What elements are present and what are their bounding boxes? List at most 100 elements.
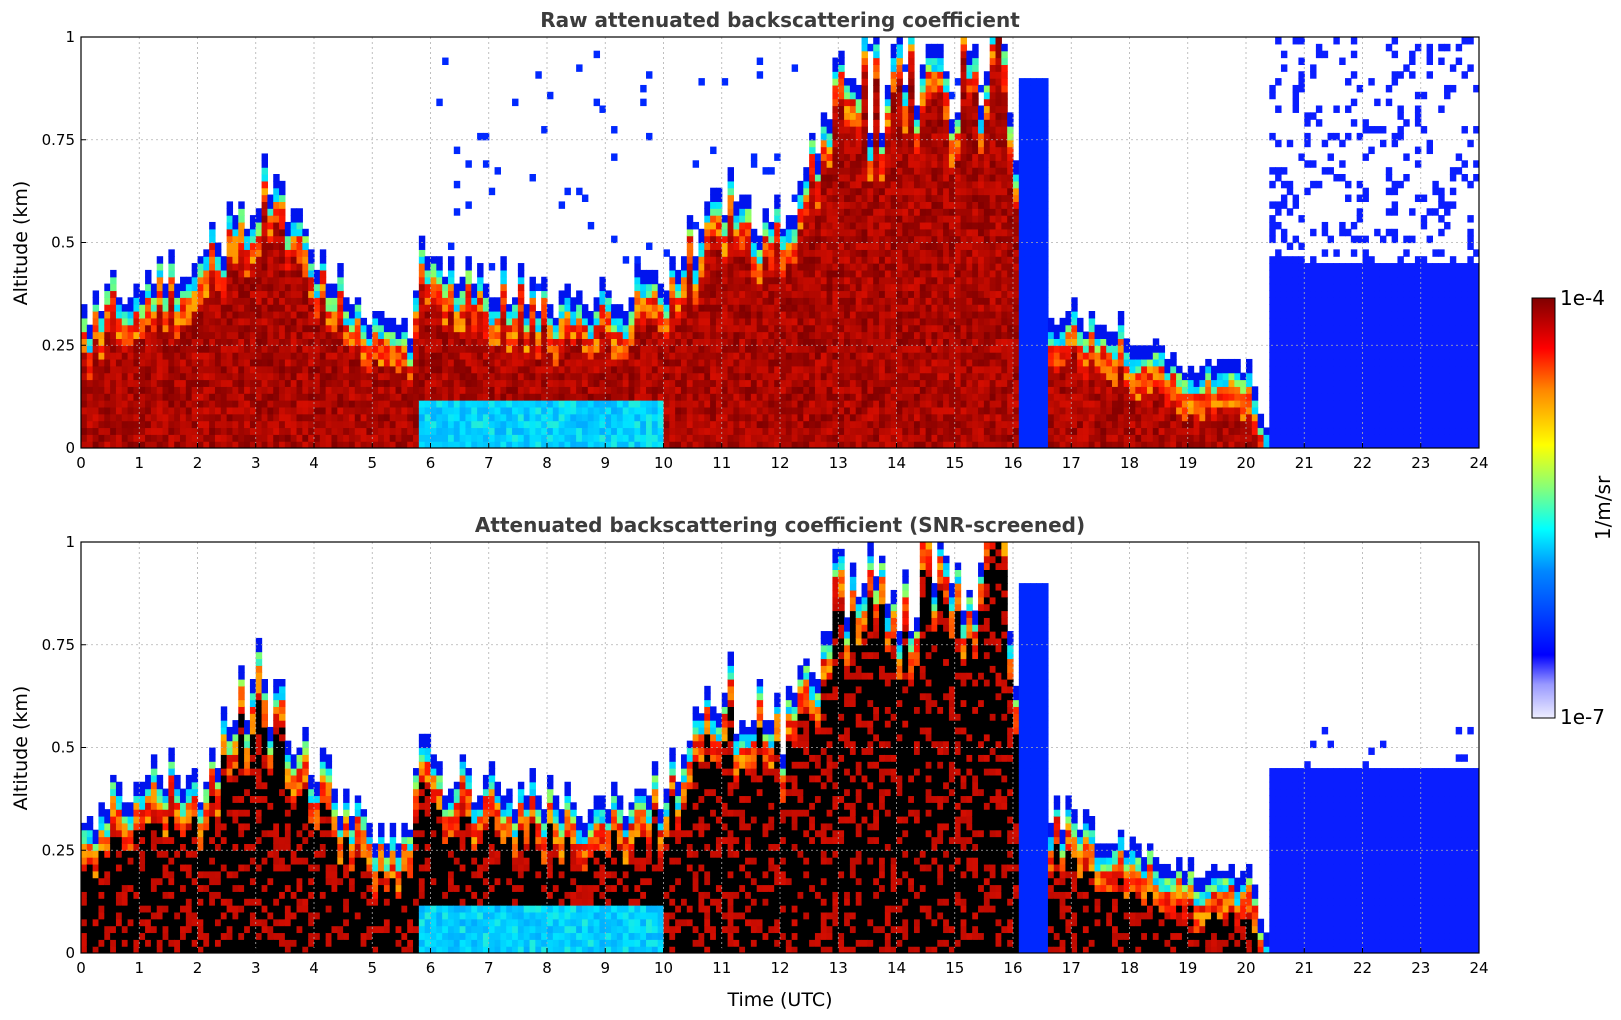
heatmap-cell [884,187,892,196]
heatmap-cell [348,372,356,381]
heatmap-cell [791,352,799,360]
heatmap-cell [826,372,834,381]
heatmap-cell [273,413,280,422]
heatmap-cell [482,365,490,374]
heatmap-cell [552,352,560,360]
heatmap-cell [756,420,764,429]
heatmap-cell [733,228,740,237]
heatmap-cell [535,434,542,442]
heatmap-cell [960,91,967,100]
heatmap-cell [739,269,746,278]
heatmap-cell [680,276,688,285]
heatmap-cell [319,358,327,367]
heatmap-cell [780,386,787,394]
heatmap-cell [698,338,705,346]
heatmap-cell [168,365,175,374]
heatmap-cell [780,400,787,408]
heatmap-cell [849,84,857,93]
heatmap-cell [849,235,857,244]
heatmap-cell [919,406,927,415]
heatmap-cell [890,338,898,346]
heatmap-cell [261,372,268,381]
heatmap-cell [820,269,828,278]
heatmap-cell [622,400,630,408]
heatmap-cell [844,249,851,257]
heatmap-cell [395,420,402,429]
heatmap-cell [908,153,915,161]
heatmap-cell [331,434,338,442]
heatmap-cell [663,427,670,435]
heatmap-cell [273,311,280,319]
heatmap-cell [809,180,816,189]
heatmap-cell [488,400,496,408]
heatmap-cell [651,304,659,312]
heatmap-cell [832,352,839,360]
heatmap-cell [925,194,933,202]
heatmap-cell [115,338,123,346]
heatmap-cell [820,139,828,148]
heatmap-cell [832,304,839,312]
heatmap-cell [430,358,437,367]
heatmap-cell [482,331,490,339]
heatmap-cell [774,311,781,319]
heatmap-cell [413,441,420,448]
heatmap-cell [960,201,967,209]
heatmap-cell [348,365,356,374]
heatmap-cell [547,427,554,435]
heatmap-cell [139,338,146,346]
heatmap-cell [261,420,268,429]
heatmap-cell [791,290,799,298]
heatmap-cell [780,263,787,271]
heatmap-cell [902,283,909,292]
heatmap-cell [849,249,857,257]
heatmap-cell [913,139,921,148]
heatmap-cell [593,393,601,401]
heatmap-cell [913,221,921,230]
heatmap-cell [139,311,146,319]
heatmap-cell [401,365,408,374]
heatmap-cell [931,43,938,52]
heatmap-cell [162,358,169,367]
heatmap-cell [244,228,251,237]
heatmap-cell [372,338,379,346]
heatmap-cell [214,283,222,292]
heatmap-cell [931,50,938,59]
heatmap-cell [273,434,280,442]
heatmap-cell [820,386,828,394]
heatmap-cell [867,43,874,52]
heatmap-cell [325,386,333,394]
heatmap-cell [616,420,624,429]
heatmap-cell [913,338,921,346]
heatmap-cell [81,304,88,312]
heatmap-cell [640,400,647,408]
heatmap-cell [506,413,513,422]
heatmap-cell [809,249,816,257]
heatmap-cell [453,146,461,155]
heatmap-cell [890,263,898,271]
heatmap-cell [162,331,169,339]
heatmap-cell [931,91,938,100]
heatmap-cell [646,365,653,374]
heatmap-cell [360,372,368,381]
heatmap-cell [244,372,251,381]
heatmap-cell [838,441,845,448]
heatmap-cell [680,365,688,374]
heatmap-cell [255,345,263,353]
heatmap-cell [302,242,309,250]
heatmap-cell [139,304,146,312]
heatmap-cell [867,256,874,264]
heatmap-cell [372,441,379,448]
heatmap-cell [529,406,536,415]
heatmap-cell [640,317,647,326]
heatmap-cell [605,393,612,401]
heatmap-cell [611,317,618,326]
heatmap-cell [413,345,420,353]
heatmap-cell [81,379,88,387]
heatmap-cell [599,441,606,448]
heatmap-cell [581,317,589,326]
heatmap-cell [960,393,967,401]
heatmap-cell [902,201,909,209]
heatmap-cell [739,228,746,237]
heatmap-cell [104,372,111,381]
heatmap-cell [948,317,956,326]
